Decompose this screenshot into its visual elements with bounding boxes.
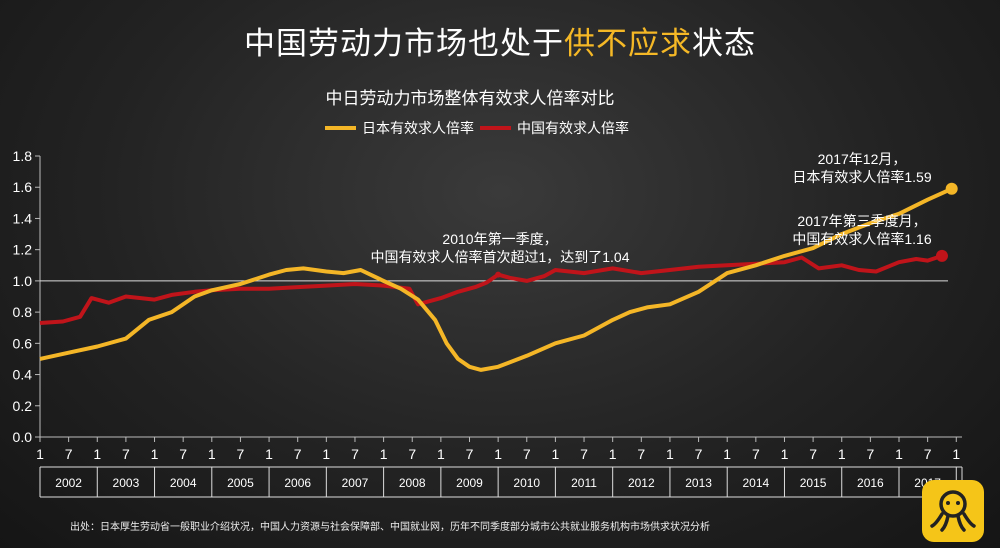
annotation-text: 2010年第一季度， <box>442 231 557 247</box>
annotations: 2017年12月， 日本有效求人倍率1.59 2017年第三季度月， 中国有效求人倍率… <box>370 151 931 265</box>
legend-label-japan: 日本有效求人倍率 <box>362 120 474 137</box>
year-label: 2009 <box>456 476 483 490</box>
x-tick-label: 1 <box>380 446 388 462</box>
year-label: 2016 <box>857 476 884 490</box>
x-tick-label: 7 <box>924 446 932 462</box>
year-label: 2004 <box>170 476 197 490</box>
y-tick-label: 1.0 <box>13 273 33 289</box>
year-label: 2013 <box>685 476 712 490</box>
x-tick-label: 1 <box>322 446 330 462</box>
year-label: 2010 <box>513 476 540 490</box>
x-tick-label: 1 <box>36 446 44 462</box>
x-tick-label: 1 <box>666 446 674 462</box>
x-tick-label: 1 <box>781 446 789 462</box>
x-axis: 1 7 1 7 1 7 1 7 1 7 1 7 1 7 1 7 1 7 1 7 1 7 1 7 1 7 1 7 1 7 1 7 1 2002 200… <box>36 436 963 498</box>
y-tick-label: 0.4 <box>13 367 33 383</box>
app-logo <box>922 480 984 542</box>
annotation-text: 中国有效求人倍率1.16 <box>792 231 931 247</box>
chart-title: 中日劳动力市场整体有效求人倍率对比 <box>326 89 615 109</box>
annotation-text: 中国有效求人倍率首次超过1，达到了1.04 <box>370 249 629 265</box>
x-tick-label: 1 <box>895 446 903 462</box>
year-label: 2006 <box>284 476 311 490</box>
page-title: 中国劳动力市场也处于供不应求状态 <box>0 18 1000 63</box>
y-tick-label: 1.6 <box>13 179 33 195</box>
plot-area <box>39 182 958 372</box>
x-tick-label: 7 <box>122 446 130 462</box>
year-label: 2003 <box>113 476 140 490</box>
x-tick-label: 7 <box>179 446 187 462</box>
year-label: 2002 <box>55 476 82 490</box>
x-tick-label: 1 <box>723 446 731 462</box>
x-tick-label: 7 <box>351 446 359 462</box>
y-tick-label: 1.8 <box>13 148 33 164</box>
endpoint-marker-china <box>935 249 948 262</box>
x-tick-label: 7 <box>752 446 760 462</box>
x-tick-label: 1 <box>838 446 846 462</box>
annotation-text: 日本有效求人倍率1.59 <box>792 169 931 185</box>
x-tick-label: 7 <box>637 446 645 462</box>
x-tick-label: 7 <box>695 446 703 462</box>
title-highlight: 供不应求 <box>564 26 692 62</box>
x-tick-label: 7 <box>809 446 817 462</box>
x-tick-label: 1 <box>265 446 273 462</box>
year-label: 2008 <box>399 476 426 490</box>
year-label: 2012 <box>628 476 655 490</box>
x-tick-label: 7 <box>237 446 245 462</box>
milestone-marker-china <box>495 271 502 278</box>
x-tick-label: 1 <box>552 446 560 462</box>
legend: 日本有效求人倍率 中国有效求人倍率 <box>325 120 629 137</box>
x-tick-label: 7 <box>523 446 531 462</box>
x-tick-label: 7 <box>466 446 474 462</box>
y-axis: 0.0 0.2 0.4 0.6 0.8 1.0 1.2 1.4 1.6 1.8 <box>13 148 948 445</box>
x-tick-label: 7 <box>294 446 302 462</box>
y-tick-label: 0.8 <box>13 304 33 320</box>
y-tick-label: 1.2 <box>13 242 33 258</box>
x-tick-label: 1 <box>437 446 445 462</box>
year-label: 2014 <box>742 476 769 490</box>
y-tick-label: 0.2 <box>13 398 33 414</box>
x-tick-label: 7 <box>580 446 588 462</box>
year-label: 2011 <box>571 476 597 490</box>
octopus-icon <box>930 490 976 532</box>
title-part1: 中国劳动力市场也处于 <box>244 26 564 62</box>
y-tick-label: 1.4 <box>13 210 33 226</box>
source-note: 出处：日本厚生劳动省一般职业介绍状况，中国人力资源与社会保障部、中国就业网，历年… <box>70 522 710 533</box>
y-tick-label: 0.0 <box>13 429 33 445</box>
year-label: 2007 <box>342 476 369 490</box>
x-tick-label: 7 <box>408 446 416 462</box>
y-tick-label: 0.6 <box>13 335 33 351</box>
annotation-text: 2017年第三季度月， <box>797 213 926 229</box>
annotation-text: 2017年12月， <box>818 151 907 167</box>
legend-label-china: 中国有效求人倍率 <box>517 120 629 137</box>
endpoint-marker-japan <box>945 182 958 195</box>
year-label: 2015 <box>800 476 827 490</box>
x-tick-label: 1 <box>609 446 617 462</box>
year-label: 2005 <box>227 476 254 490</box>
x-tick-label: 1 <box>151 446 159 462</box>
title-part2: 状态 <box>692 26 756 62</box>
x-tick-label: 1 <box>208 446 216 462</box>
x-tick-label: 1 <box>952 446 960 462</box>
x-tick-label: 1 <box>494 446 502 462</box>
x-tick-label: 1 <box>93 446 101 462</box>
x-tick-label: 7 <box>866 446 874 462</box>
series-line-china <box>39 253 943 325</box>
x-tick-label: 7 <box>65 446 73 462</box>
series-line-japan <box>39 186 953 372</box>
